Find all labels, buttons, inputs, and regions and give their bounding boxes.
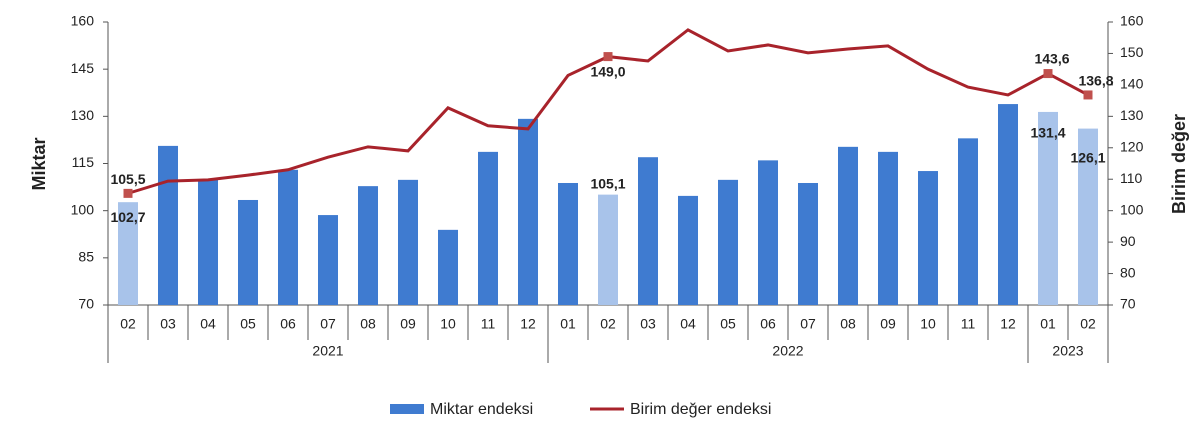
bar — [838, 146, 858, 305]
x-tick-label: 11 — [961, 316, 976, 332]
data-label: 149,0 — [590, 63, 625, 79]
y2-tick-label: 130 — [1120, 107, 1144, 123]
y-tick-label: 70 — [78, 296, 94, 312]
bar — [398, 179, 418, 305]
x-tick-label: 02 — [120, 316, 136, 332]
bar — [798, 182, 818, 305]
y2-tick-label: 150 — [1120, 44, 1144, 60]
x-tick-label: 11 — [481, 316, 496, 332]
x-tick-label: 12 — [520, 316, 536, 332]
data-label: 105,1 — [590, 175, 625, 191]
marker — [603, 52, 613, 62]
y-tick-label: 100 — [71, 201, 95, 217]
x-tick-label: 05 — [720, 316, 736, 332]
bar — [1038, 111, 1058, 305]
x-tick-label: 06 — [280, 316, 296, 332]
x-tick-label: 03 — [160, 316, 176, 332]
group-label: 2022 — [772, 343, 803, 359]
x-tick-label: 07 — [800, 316, 816, 332]
bar — [238, 199, 258, 305]
bar — [118, 202, 138, 305]
group-label: 2021 — [312, 343, 343, 359]
legend-label: Miktar endeksi — [430, 401, 533, 418]
x-tick-label: 01 — [1040, 316, 1056, 332]
bar — [998, 104, 1018, 305]
bar — [558, 182, 578, 305]
data-label: 136,8 — [1078, 73, 1113, 89]
marker — [1083, 90, 1093, 100]
x-tick-label: 10 — [920, 316, 936, 332]
data-label: 143,6 — [1034, 50, 1069, 66]
y-tick-label: 160 — [71, 13, 95, 29]
bar — [478, 151, 498, 305]
x-tick-label: 09 — [400, 316, 416, 332]
bar — [758, 160, 778, 305]
x-tick-label: 09 — [880, 316, 896, 332]
bar — [878, 151, 898, 305]
bar — [318, 215, 338, 305]
x-tick-label: 05 — [240, 316, 256, 332]
y2-tick-label: 160 — [1120, 13, 1144, 29]
data-label: 105,5 — [110, 171, 145, 187]
bar — [358, 186, 378, 305]
data-label: 126,1 — [1070, 149, 1105, 165]
x-tick-label: 01 — [560, 316, 576, 332]
bar — [438, 229, 458, 305]
bar — [638, 157, 658, 305]
y2-tick-label: 70 — [1120, 296, 1136, 312]
bar — [158, 145, 178, 305]
y2-tick-label: 110 — [1120, 170, 1143, 186]
legend-swatch — [390, 404, 424, 414]
bar — [958, 138, 978, 305]
bar — [678, 195, 698, 305]
marker — [1043, 69, 1053, 79]
bar — [198, 179, 218, 305]
x-tick-label: 02 — [600, 316, 616, 332]
data-label: 102,7 — [110, 209, 145, 225]
data-label: 131,4 — [1030, 125, 1065, 141]
y2-axis-title: Birim değer — [1169, 114, 1189, 214]
bar — [278, 169, 298, 305]
y-axis-title: Miktar — [29, 137, 49, 190]
y-tick-label: 130 — [71, 107, 95, 123]
bar — [1078, 128, 1098, 305]
x-tick-label: 04 — [200, 316, 216, 332]
x-tick-label: 03 — [640, 316, 656, 332]
y2-tick-label: 90 — [1120, 233, 1136, 249]
x-tick-label: 12 — [1000, 316, 1016, 332]
x-tick-label: 08 — [360, 316, 376, 332]
y-tick-label: 85 — [78, 249, 94, 265]
bar — [918, 171, 938, 305]
x-tick-label: 08 — [840, 316, 856, 332]
y-tick-label: 145 — [71, 60, 95, 76]
y2-tick-label: 100 — [1120, 201, 1144, 217]
x-tick-label: 06 — [760, 316, 776, 332]
group-label: 2023 — [1052, 343, 1083, 359]
y-tick-label: 115 — [72, 154, 95, 170]
x-tick-label: 04 — [680, 316, 696, 332]
x-tick-label: 02 — [1080, 316, 1096, 332]
bar — [518, 118, 538, 305]
y2-tick-label: 80 — [1120, 264, 1136, 280]
legend-label: Birim değer endeksi — [630, 401, 771, 418]
bar — [718, 179, 738, 305]
x-tick-label: 10 — [440, 316, 456, 332]
x-tick-label: 07 — [320, 316, 336, 332]
marker — [123, 188, 133, 198]
y2-tick-label: 120 — [1120, 138, 1144, 154]
bar — [598, 194, 618, 305]
y2-tick-label: 140 — [1120, 76, 1144, 92]
